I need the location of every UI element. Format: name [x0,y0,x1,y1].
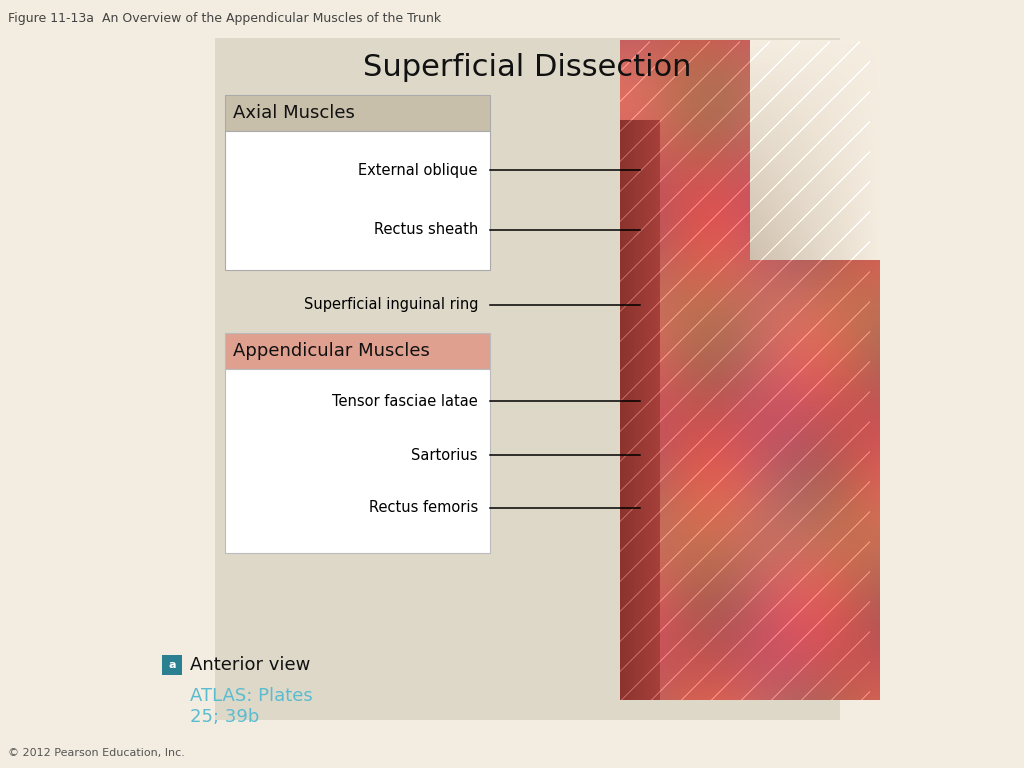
Text: Figure 11-13a  An Overview of the Appendicular Muscles of the Trunk: Figure 11-13a An Overview of the Appendi… [8,12,441,25]
Text: Axial Muscles: Axial Muscles [233,104,355,122]
Bar [162,655,182,675]
Text: ATLAS: Plates
25; 39b: ATLAS: Plates 25; 39b [190,687,312,726]
Text: Superficial inguinal ring: Superficial inguinal ring [303,297,478,313]
Text: Sartorius: Sartorius [412,448,478,462]
Text: Superficial Dissection: Superficial Dissection [364,54,692,82]
Bar [225,369,490,553]
Text: Rectus femoris: Rectus femoris [369,501,478,515]
Text: Appendicular Muscles: Appendicular Muscles [233,342,430,360]
Bar [225,333,490,369]
Bar [215,38,840,720]
Text: Rectus sheath: Rectus sheath [374,223,478,237]
Text: Anterior view: Anterior view [190,656,310,674]
Bar [225,95,490,131]
Text: © 2012 Pearson Education, Inc.: © 2012 Pearson Education, Inc. [8,748,185,758]
Text: Tensor fasciae latae: Tensor fasciae latae [332,393,478,409]
Text: External oblique: External oblique [358,163,478,177]
Bar [225,131,490,270]
Text: a: a [168,660,176,670]
